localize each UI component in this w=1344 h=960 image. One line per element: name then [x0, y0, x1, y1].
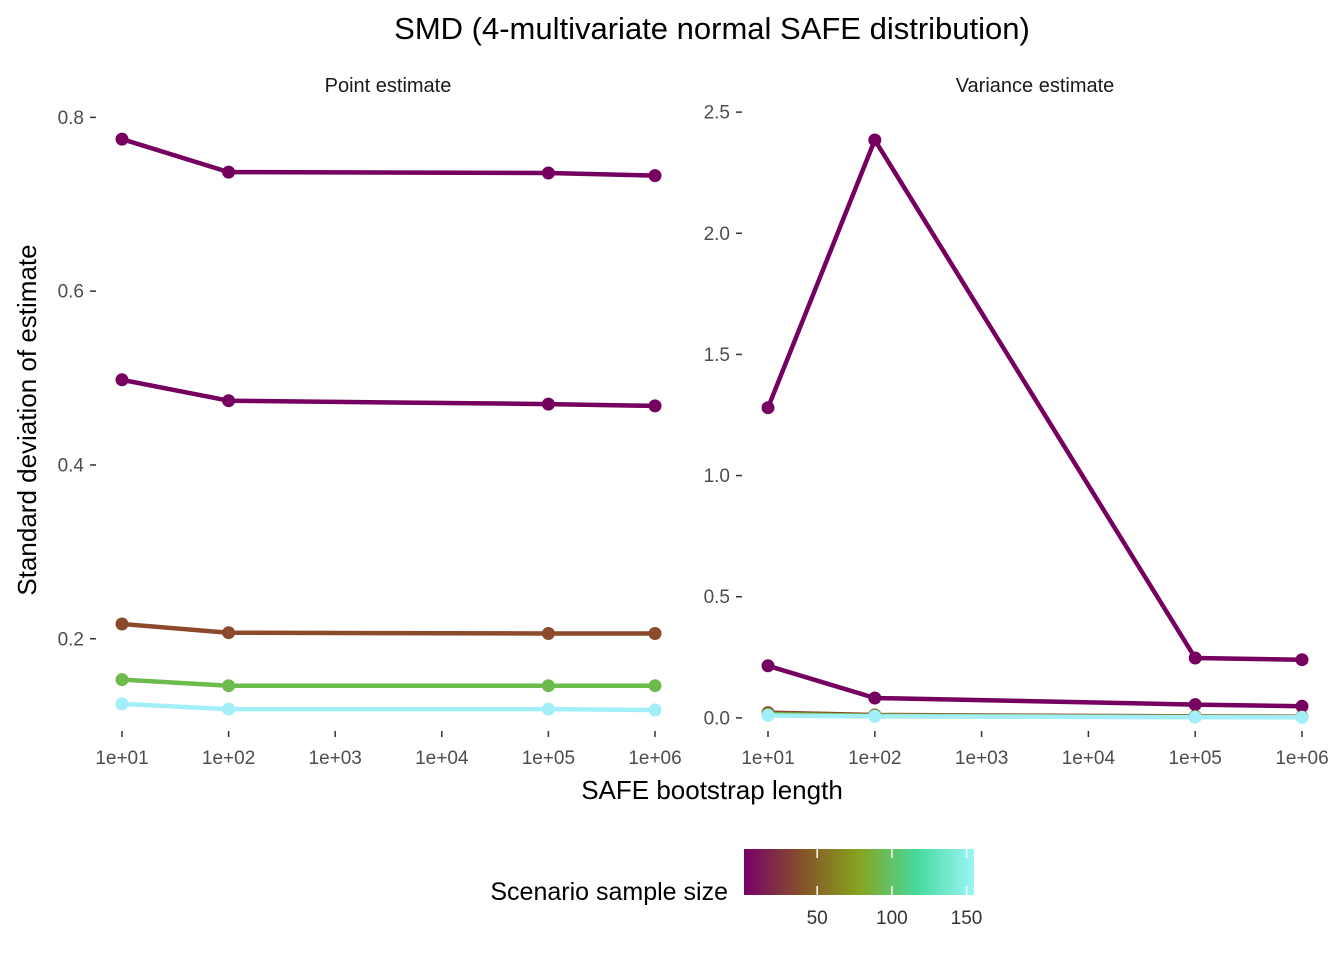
legend-tick-label: 50: [807, 908, 828, 929]
legend: Scenario sample size 50 100 150: [490, 849, 982, 929]
data-point: [868, 133, 882, 147]
data-point: [222, 394, 236, 408]
data-point: [115, 617, 129, 631]
facet-title: Variance estimate: [956, 75, 1115, 97]
data-point: [115, 673, 129, 687]
data-point: [541, 166, 555, 180]
series-line: [121, 621, 655, 636]
chart-title: SMD (4-multivariate normal SAFE distribu…: [394, 11, 1030, 46]
x-tick-label: 1e+04: [415, 748, 469, 769]
y-axis-title: Standard deviation of estimate: [12, 244, 42, 595]
data-point: [541, 627, 555, 640]
data-point: [761, 709, 775, 722]
data-point: [1188, 710, 1202, 724]
legend-tick-label: 100: [876, 908, 908, 929]
series-line: [767, 713, 1303, 720]
y-tick-label: 2.0: [704, 224, 730, 245]
legend-tick-label: 150: [951, 908, 983, 929]
x-tick-label: 1e+01: [741, 748, 794, 769]
x-tick-label: 1e+03: [955, 748, 1008, 769]
legend-ticks: 50 100 150: [807, 849, 983, 929]
x-tick-label: 1e+04: [1062, 748, 1116, 769]
series-line: [121, 701, 656, 713]
x-tick-label: 1e+05: [522, 748, 575, 769]
data-point: [115, 132, 129, 146]
series-line: [121, 677, 655, 688]
facet-title: Point estimate: [325, 75, 452, 97]
x-tick-label: 1e+05: [1169, 748, 1222, 769]
legend-title: Scenario sample size: [490, 878, 728, 906]
data-point: [115, 697, 129, 711]
x-tick-label: 1e+02: [848, 748, 901, 769]
y-tick-label: 1.0: [704, 466, 730, 487]
x-axis-title: SAFE bootstrap length: [581, 775, 843, 805]
data-point: [222, 165, 236, 179]
data-point: [1295, 710, 1309, 724]
data-point: [648, 399, 662, 413]
data-point: [1295, 653, 1309, 667]
data-point: [222, 702, 236, 716]
x-tick-label: 1e+02: [202, 748, 255, 769]
data-point: [115, 373, 129, 387]
data-point: [648, 679, 662, 693]
y-tick-label: 0.0: [704, 708, 730, 729]
data-point: [648, 627, 662, 640]
x-tick-label: 1e+06: [628, 748, 681, 769]
data-point: [541, 702, 555, 716]
data-point: [541, 679, 555, 693]
data-point: [1188, 698, 1202, 712]
x-tick-label: 1e+03: [309, 748, 362, 769]
data-point: [761, 659, 775, 673]
data-point: [761, 401, 775, 415]
y-tick-label: 0.2: [58, 629, 84, 650]
y-tick-label: 1.5: [704, 345, 730, 366]
data-point: [222, 626, 236, 640]
data-point: [868, 691, 882, 705]
x-tick-label: 1e+06: [1275, 748, 1328, 769]
panel-1: Variance estimate 0.0 0.5 1.0 1.5 2.0 2.5 1e+01…: [704, 75, 1329, 769]
panels: Point estimate 0.2 0.4 0.6 0.8 1e+01 1e+02 1e+0…: [58, 75, 1329, 769]
series-line: [121, 377, 656, 409]
panel-0: Point estimate 0.2 0.4 0.6 0.8 1e+01 1e+02 1e+0…: [58, 75, 682, 769]
y-tick-label: 0.4: [58, 455, 85, 476]
data-point: [1295, 699, 1309, 713]
data-point: [648, 703, 662, 717]
data-point: [541, 397, 555, 411]
y-tick-label: 0.5: [704, 587, 730, 608]
series-line: [121, 136, 656, 178]
data-point: [648, 169, 662, 183]
y-tick-label: 0.6: [58, 282, 84, 303]
y-tick-label: 2.5: [704, 103, 730, 124]
series-line: [765, 137, 1303, 662]
y-tick-label: 0.8: [58, 108, 84, 129]
data-point: [222, 679, 236, 693]
x-tick-label: 1e+01: [95, 748, 148, 769]
legend-colorbar: [744, 849, 974, 895]
data-point: [868, 709, 882, 723]
series-line: [767, 663, 1303, 709]
data-point: [1188, 651, 1202, 665]
